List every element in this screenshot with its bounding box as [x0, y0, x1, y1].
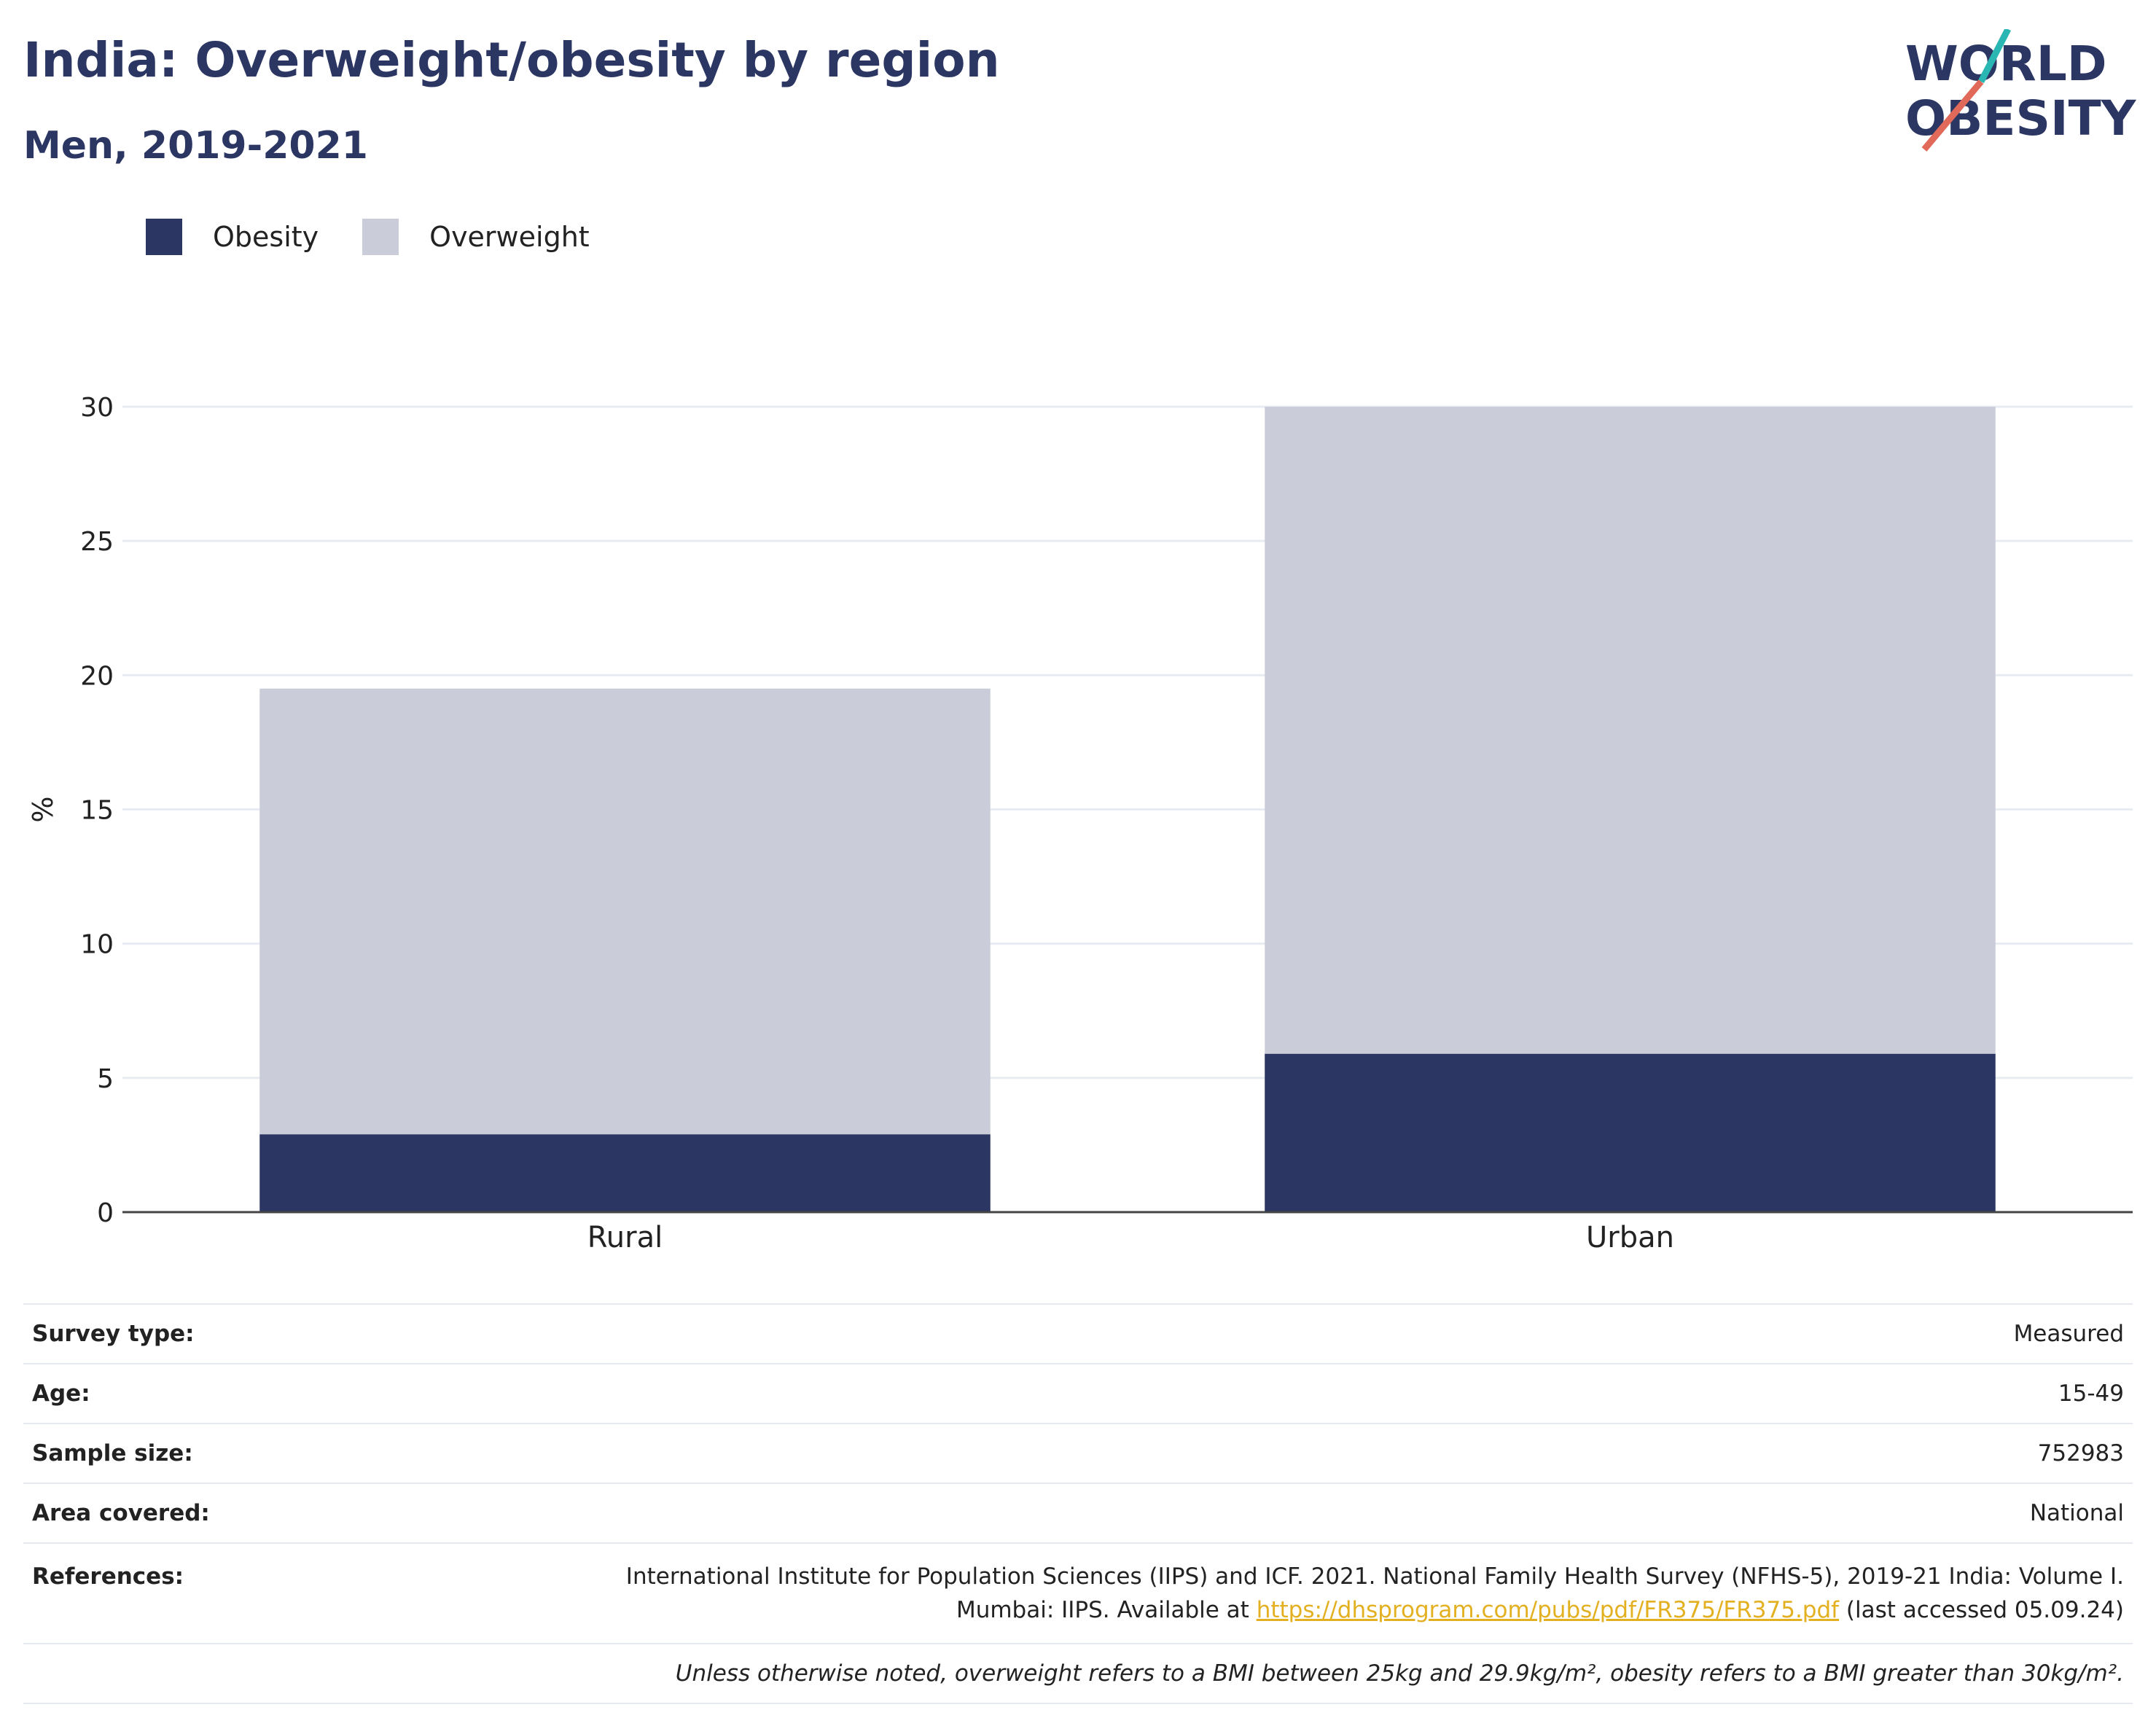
legend-label-overweight: Overweight: [429, 221, 590, 253]
bar-urban-overweight: [1265, 407, 1996, 1054]
info-row-sample-size: Sample size: 752983: [23, 1423, 2133, 1483]
y-tick-label: 20: [80, 661, 114, 691]
references-line-2-suffix: (last accessed 05.09.24): [1839, 1597, 2124, 1623]
legend-item-obesity: Obesity: [146, 219, 319, 255]
y-tick-label: 0: [97, 1198, 114, 1228]
bar-urban-obesity: [1265, 1053, 1996, 1212]
y-tick-label: 10: [80, 930, 114, 960]
bmi-definition-note: Unless otherwise noted, overweight refer…: [23, 1643, 2133, 1704]
area-label: Area covered:: [32, 1500, 210, 1526]
y-tick-label: 25: [80, 527, 114, 557]
age-value: 15-49: [2058, 1380, 2124, 1407]
y-axis-label: %: [27, 796, 59, 822]
world-obesity-logo: WORLD OBESITY: [1905, 29, 2137, 152]
info-row-age: Age: 15-49: [23, 1363, 2133, 1423]
area-value: National: [2029, 1500, 2124, 1526]
survey-info-table: Survey type: Measured Age: 15-49 Sample …: [23, 1303, 2133, 1704]
y-tick-label: 5: [97, 1064, 114, 1094]
survey-type-label: Survey type:: [32, 1321, 195, 1347]
bar-rural-obesity: [259, 1134, 991, 1212]
y-tick-label: 15: [80, 796, 114, 826]
y-tick-label: 30: [80, 393, 114, 423]
x-tick-label: Urban: [1586, 1221, 1674, 1254]
legend-label-obesity: Obesity: [213, 221, 319, 253]
legend-swatch-obesity: [146, 219, 182, 255]
info-row-references: References: International Institute for …: [23, 1542, 2133, 1643]
references-line-2-prefix: Mumbai: IIPS. Available at: [956, 1597, 1257, 1623]
svg-text:OBESITY: OBESITY: [1905, 90, 2137, 147]
references-label: References:: [32, 1563, 184, 1590]
survey-type-value: Measured: [2013, 1321, 2124, 1347]
x-tick-label: Rural: [587, 1221, 663, 1254]
sample-size-value: 752983: [2037, 1440, 2124, 1467]
references-link[interactable]: https://dhsprogram.com/pubs/pdf/FR375/FR…: [1256, 1597, 1840, 1623]
legend-swatch-overweight: [362, 219, 399, 255]
bar-chart: 0 5 10 15 20 25 30% Rural Urban: [27, 393, 2133, 1254]
chart-subtitle: Men, 2019-2021: [23, 124, 368, 168]
legend-item-overweight: Overweight: [362, 219, 590, 255]
references-value: International Institute for Population S…: [626, 1560, 2124, 1627]
age-label: Age:: [32, 1380, 90, 1407]
svg-text:WORLD: WORLD: [1905, 36, 2107, 92]
references-line-1: International Institute for Population S…: [625, 1563, 2124, 1590]
sample-size-label: Sample size:: [32, 1440, 193, 1467]
info-row-area: Area covered: National: [23, 1483, 2133, 1542]
info-row-survey-type: Survey type: Measured: [23, 1303, 2133, 1363]
chart-title: India: Overweight/obesity by region: [23, 32, 1000, 88]
chart-legend: Obesity Overweight: [146, 219, 633, 255]
bmi-note-text: Unless otherwise noted, overweight refer…: [675, 1660, 2124, 1687]
bar-rural-overweight: [259, 688, 991, 1135]
